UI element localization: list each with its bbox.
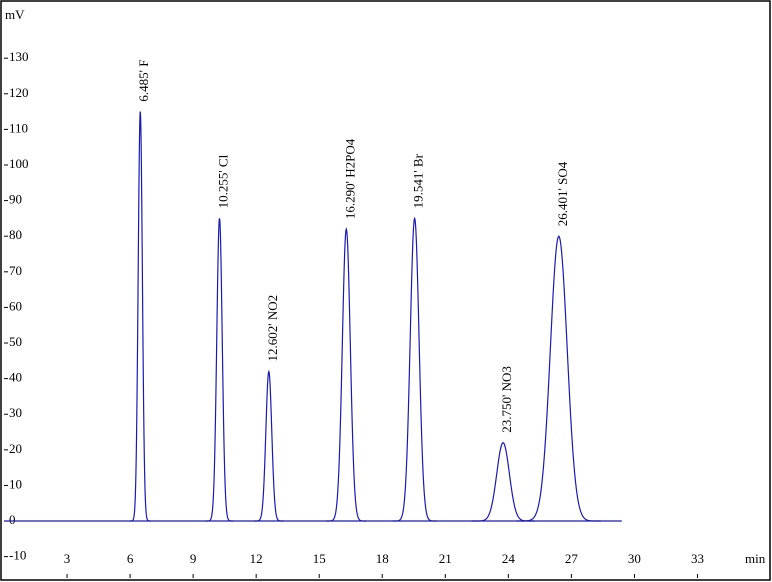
x-axis-label: min <box>745 551 766 566</box>
y-tick-label: 20 <box>9 441 22 456</box>
y-tick-label: 10 <box>9 476 22 491</box>
peak-label: 10.255' Cl <box>215 154 230 208</box>
y-tick-label: 90 <box>9 192 22 207</box>
y-tick-label: 40 <box>9 370 22 385</box>
x-tick-label: 27 <box>565 551 579 566</box>
y-tick-label: 50 <box>9 334 22 349</box>
peak-label: 23.750' NO3 <box>499 366 514 433</box>
x-tick-label: 12 <box>250 551 263 566</box>
y-tick-label: 130 <box>9 49 29 64</box>
x-tick-label: 6 <box>127 551 134 566</box>
peak-label: 6.485' F <box>136 60 151 102</box>
y-tick-label: 70 <box>9 263 22 278</box>
y-tick-label: 120 <box>9 85 29 100</box>
peak <box>326 227 367 522</box>
peak-label: 12.602' NO2 <box>265 295 280 362</box>
x-tick-label: 30 <box>628 551 641 566</box>
y-tick-label: -10 <box>9 548 26 563</box>
peak-label: 19.541' Br <box>411 153 426 208</box>
y-tick-label: 0 <box>9 512 16 527</box>
x-tick-label: 24 <box>502 551 516 566</box>
y-tick-label: 60 <box>9 298 22 313</box>
peak-label: 16.290' H2PO4 <box>342 138 357 219</box>
x-tick-label: 15 <box>313 551 326 566</box>
x-tick-label: 21 <box>439 551 452 566</box>
x-tick-label: 3 <box>64 551 71 566</box>
y-tick-label: 110 <box>9 120 28 135</box>
y-tick-label: 100 <box>9 156 29 171</box>
x-tick-label: 33 <box>691 551 704 566</box>
y-axis-label: mV <box>5 7 25 22</box>
x-tick-label: 18 <box>376 551 389 566</box>
y-tick-label: 30 <box>9 405 22 420</box>
peak <box>516 235 601 522</box>
x-tick-label: 9 <box>190 551 197 566</box>
peak <box>471 442 535 522</box>
peak <box>129 111 151 522</box>
peak <box>205 218 234 522</box>
y-tick-label: 80 <box>9 227 22 242</box>
peak <box>254 370 284 522</box>
peak-label: 26.401' SO4 <box>555 161 570 226</box>
peak <box>392 216 437 522</box>
